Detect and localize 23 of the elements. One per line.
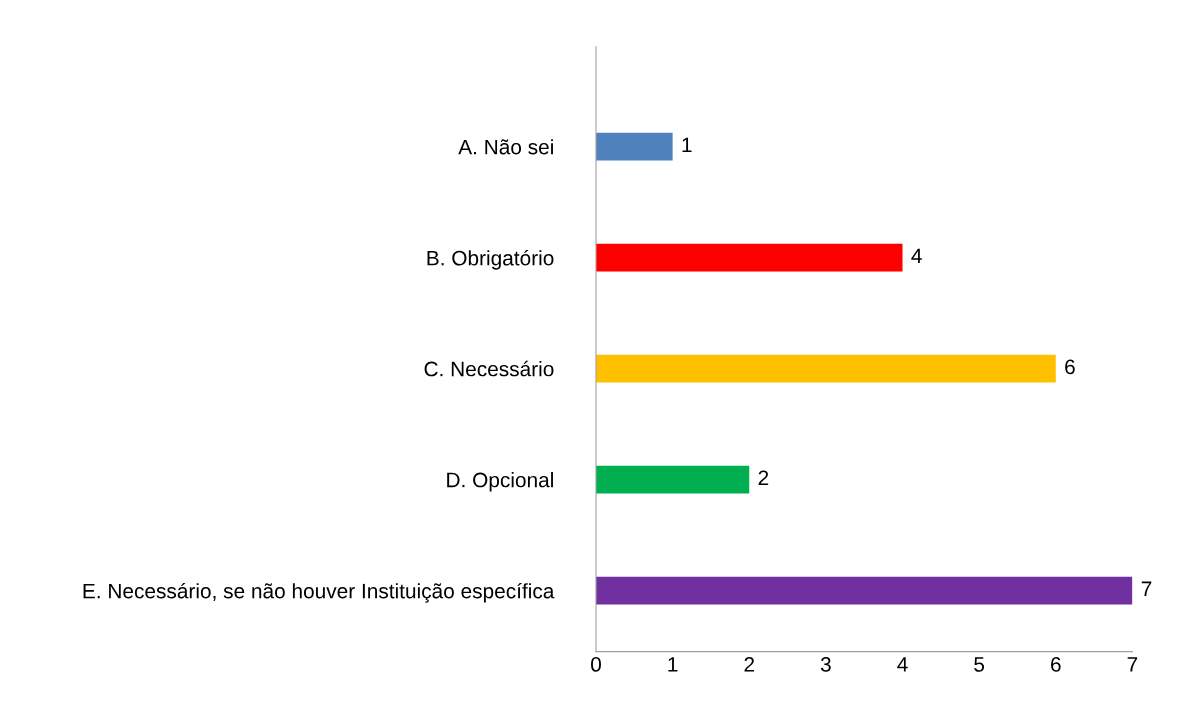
y-tick-label: C. Necessário <box>424 360 554 377</box>
data-label: 7 <box>1141 581 1152 596</box>
x-tick-label: 5 <box>974 657 985 672</box>
x-tick-label: 1 <box>668 657 678 672</box>
x-tick-label: 6 <box>1051 657 1061 672</box>
x-tick-label: 2 <box>744 657 754 672</box>
bar <box>596 243 903 272</box>
y-tick-label: E. Necessário, se não houver Instituição específica <box>83 582 555 603</box>
x-tick-label: 7 <box>1127 657 1138 672</box>
data-label: 6 <box>1065 359 1075 375</box>
x-tick-label: 4 <box>897 657 908 672</box>
data-label: 1 <box>682 137 692 153</box>
bar <box>596 132 673 161</box>
bar <box>596 576 1133 605</box>
bar <box>596 465 750 494</box>
data-label: 2 <box>758 470 769 485</box>
bar <box>596 354 1056 383</box>
y-tick-label: D. Opcional <box>447 472 553 492</box>
y-tick-label: B. Obrigatório <box>427 249 554 270</box>
x-tick-label: 3 <box>820 657 831 672</box>
data-label: 4 <box>911 248 922 264</box>
x-tick-label: 0 <box>591 657 601 672</box>
y-tick-label: A. Não sei <box>458 139 553 155</box>
